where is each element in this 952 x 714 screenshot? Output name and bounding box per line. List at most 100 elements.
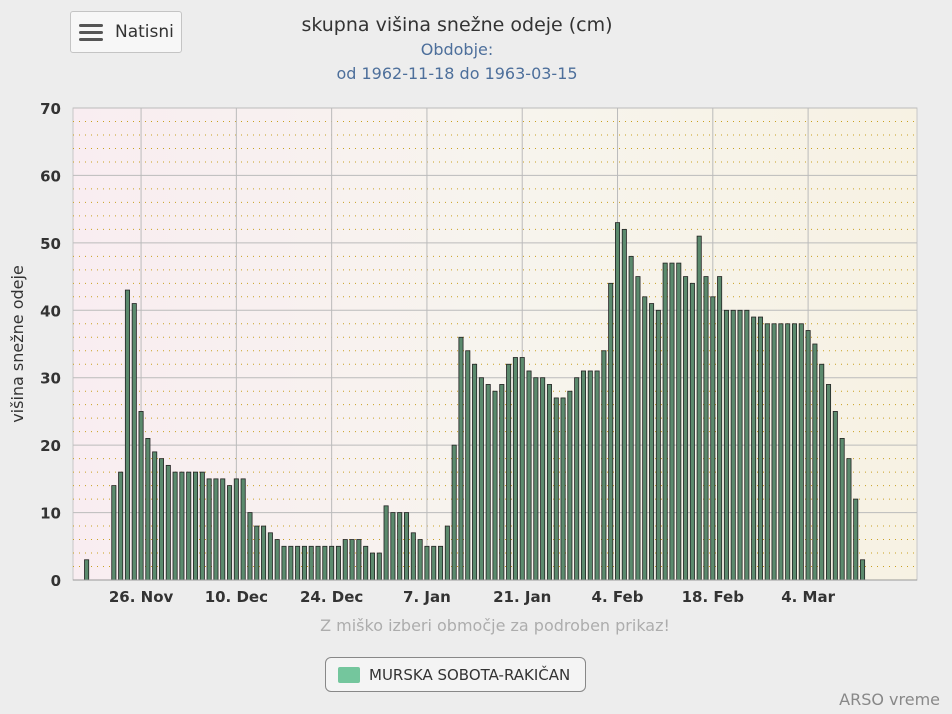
bar[interactable]: [206, 478, 212, 581]
bar[interactable]: [751, 316, 757, 581]
legend-item[interactable]: MURSKA SOBOTA-RAKIČAN: [325, 657, 586, 692]
bar[interactable]: [723, 309, 729, 581]
bar[interactable]: [791, 323, 797, 581]
bar[interactable]: [138, 411, 144, 581]
bar[interactable]: [390, 512, 396, 581]
bar[interactable]: [540, 377, 546, 581]
bar[interactable]: [274, 539, 280, 581]
bar[interactable]: [553, 397, 559, 581]
bar[interactable]: [240, 478, 246, 581]
bar[interactable]: [846, 458, 852, 581]
bar[interactable]: [431, 545, 437, 581]
bar[interactable]: [172, 471, 178, 581]
bar[interactable]: [621, 228, 627, 581]
bar[interactable]: [288, 545, 294, 581]
bar[interactable]: [608, 282, 614, 581]
bar[interactable]: [417, 539, 423, 581]
bar[interactable]: [335, 545, 341, 581]
bar[interactable]: [655, 309, 661, 581]
bar[interactable]: [683, 276, 689, 581]
bar[interactable]: [615, 222, 621, 581]
bar[interactable]: [295, 545, 301, 581]
bar[interactable]: [131, 303, 137, 581]
bar[interactable]: [642, 296, 648, 581]
bar[interactable]: [839, 437, 845, 581]
bar[interactable]: [832, 411, 838, 581]
bar[interactable]: [301, 545, 307, 581]
bar[interactable]: [812, 343, 818, 581]
bar[interactable]: [798, 323, 804, 581]
bar[interactable]: [757, 316, 763, 581]
bar[interactable]: [281, 545, 287, 581]
bar[interactable]: [179, 471, 185, 581]
bar[interactable]: [546, 384, 552, 581]
bar[interactable]: [199, 471, 205, 581]
bar[interactable]: [574, 377, 580, 581]
bar[interactable]: [472, 363, 478, 581]
bar[interactable]: [397, 512, 403, 581]
bar[interactable]: [363, 545, 369, 581]
bar[interactable]: [465, 350, 471, 581]
bar[interactable]: [485, 384, 491, 581]
bar[interactable]: [410, 532, 416, 581]
bar[interactable]: [152, 451, 158, 581]
bar[interactable]: [730, 309, 736, 581]
bar[interactable]: [478, 377, 484, 581]
bar[interactable]: [778, 323, 784, 581]
bar[interactable]: [451, 444, 457, 581]
bar[interactable]: [247, 512, 253, 581]
bar[interactable]: [826, 384, 832, 581]
bar[interactable]: [717, 276, 723, 581]
bar[interactable]: [213, 478, 219, 581]
bar[interactable]: [233, 478, 239, 581]
bar[interactable]: [118, 471, 124, 581]
bar[interactable]: [124, 289, 130, 581]
bar[interactable]: [567, 390, 573, 581]
bar[interactable]: [669, 262, 675, 581]
bar[interactable]: [404, 512, 410, 581]
bar[interactable]: [696, 235, 702, 581]
bar[interactable]: [499, 384, 505, 581]
bar[interactable]: [329, 545, 335, 581]
bar[interactable]: [785, 323, 791, 581]
bar[interactable]: [580, 370, 586, 581]
bar[interactable]: [649, 303, 655, 581]
bar[interactable]: [805, 330, 811, 581]
bar[interactable]: [315, 545, 321, 581]
bar[interactable]: [438, 545, 444, 581]
bar[interactable]: [492, 390, 498, 581]
bar[interactable]: [533, 377, 539, 581]
bar[interactable]: [764, 323, 770, 581]
bar[interactable]: [628, 255, 634, 581]
bar[interactable]: [158, 458, 164, 581]
bar[interactable]: [853, 498, 859, 581]
bar[interactable]: [860, 559, 866, 581]
bar[interactable]: [342, 539, 348, 581]
bar[interactable]: [662, 262, 668, 581]
bar[interactable]: [587, 370, 593, 581]
credits-link[interactable]: ARSO vreme: [839, 690, 940, 709]
bar[interactable]: [458, 336, 464, 581]
bar[interactable]: [186, 471, 192, 581]
bar[interactable]: [737, 309, 743, 581]
bar[interactable]: [703, 276, 709, 581]
bar[interactable]: [512, 357, 518, 581]
bar[interactable]: [771, 323, 777, 581]
bar[interactable]: [369, 552, 375, 581]
bar[interactable]: [819, 363, 825, 581]
bar[interactable]: [193, 471, 199, 581]
bar[interactable]: [308, 545, 314, 581]
bar[interactable]: [519, 357, 525, 581]
bar[interactable]: [145, 437, 151, 581]
bar[interactable]: [424, 545, 430, 581]
bar[interactable]: [322, 545, 328, 581]
bar[interactable]: [444, 525, 450, 581]
bar[interactable]: [267, 532, 273, 581]
bar[interactable]: [744, 309, 750, 581]
print-menu-button[interactable]: Natisni: [70, 11, 182, 53]
bar[interactable]: [227, 485, 233, 581]
bar[interactable]: [601, 350, 607, 581]
bar[interactable]: [506, 363, 512, 581]
bar[interactable]: [349, 539, 355, 581]
